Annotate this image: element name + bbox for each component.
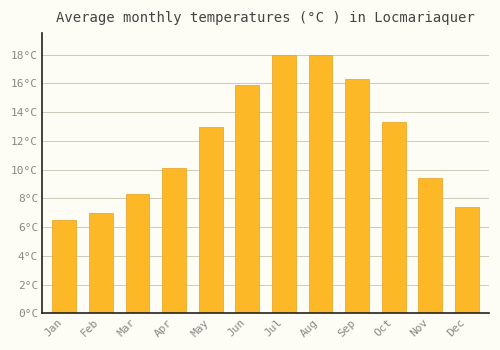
Bar xyxy=(126,194,150,313)
Bar xyxy=(308,55,332,313)
Bar xyxy=(272,55,296,313)
Bar xyxy=(52,220,76,313)
Title: Average monthly temperatures (°C ) in Locmariaquer: Average monthly temperatures (°C ) in Lo… xyxy=(56,11,475,25)
Bar xyxy=(345,79,369,313)
Bar xyxy=(382,122,406,313)
Bar xyxy=(455,207,479,313)
Bar xyxy=(236,85,259,313)
Bar xyxy=(199,127,222,313)
Bar xyxy=(418,178,442,313)
Bar xyxy=(89,213,112,313)
Bar xyxy=(162,168,186,313)
